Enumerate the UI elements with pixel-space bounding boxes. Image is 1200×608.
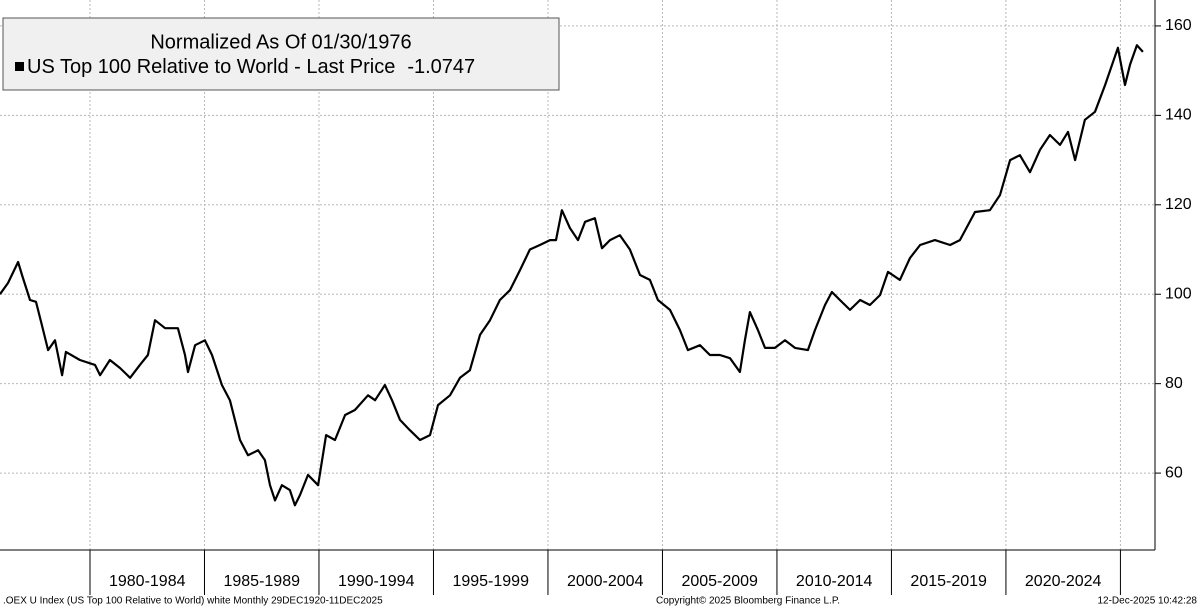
legend-title: Normalized As Of 01/30/1976 (150, 31, 411, 53)
x-band-label: 2000-2004 (567, 573, 644, 590)
x-band-label: 1995-1999 (452, 573, 529, 590)
legend-last-value: -1.0747 (407, 56, 475, 78)
x-band-label: 2010-2014 (796, 573, 873, 590)
footer-left: .OEX U Index (US Top 100 Relative to Wor… (3, 596, 383, 607)
y-tick-label: 100 (1165, 285, 1192, 302)
footer-right: 12-Dec-2025 10:42:28 (1097, 596, 1197, 607)
x-band-label: 2020-2024 (1025, 573, 1102, 590)
legend-name: US Top 100 Relative to World - Last Pric… (27, 56, 395, 78)
y-tick-label: 60 (1165, 464, 1183, 481)
x-band-label: 1985-1989 (223, 573, 300, 590)
plot (0, 44, 1144, 507)
legend-box (2, 17, 560, 91)
y-tick-label: 140 (1165, 107, 1192, 124)
footer-center: Copyright© 2025 Bloomberg Finance L.P. (656, 596, 840, 607)
x-band-label: 2005-2009 (681, 573, 758, 590)
line (0, 44, 1144, 507)
x-band-label: 2015-2019 (910, 573, 987, 590)
y-tick-label: 80 (1165, 375, 1183, 392)
y-tick-label: 120 (1165, 196, 1192, 213)
legend-entry: US Top 100 Relative to World - Last Pric… (27, 56, 475, 78)
x-band-label: 1980-1984 (109, 573, 186, 590)
y-tick-label: 160 (1165, 17, 1192, 34)
x-band-label: 1990-1994 (338, 573, 415, 590)
legend-swatch (15, 62, 24, 71)
